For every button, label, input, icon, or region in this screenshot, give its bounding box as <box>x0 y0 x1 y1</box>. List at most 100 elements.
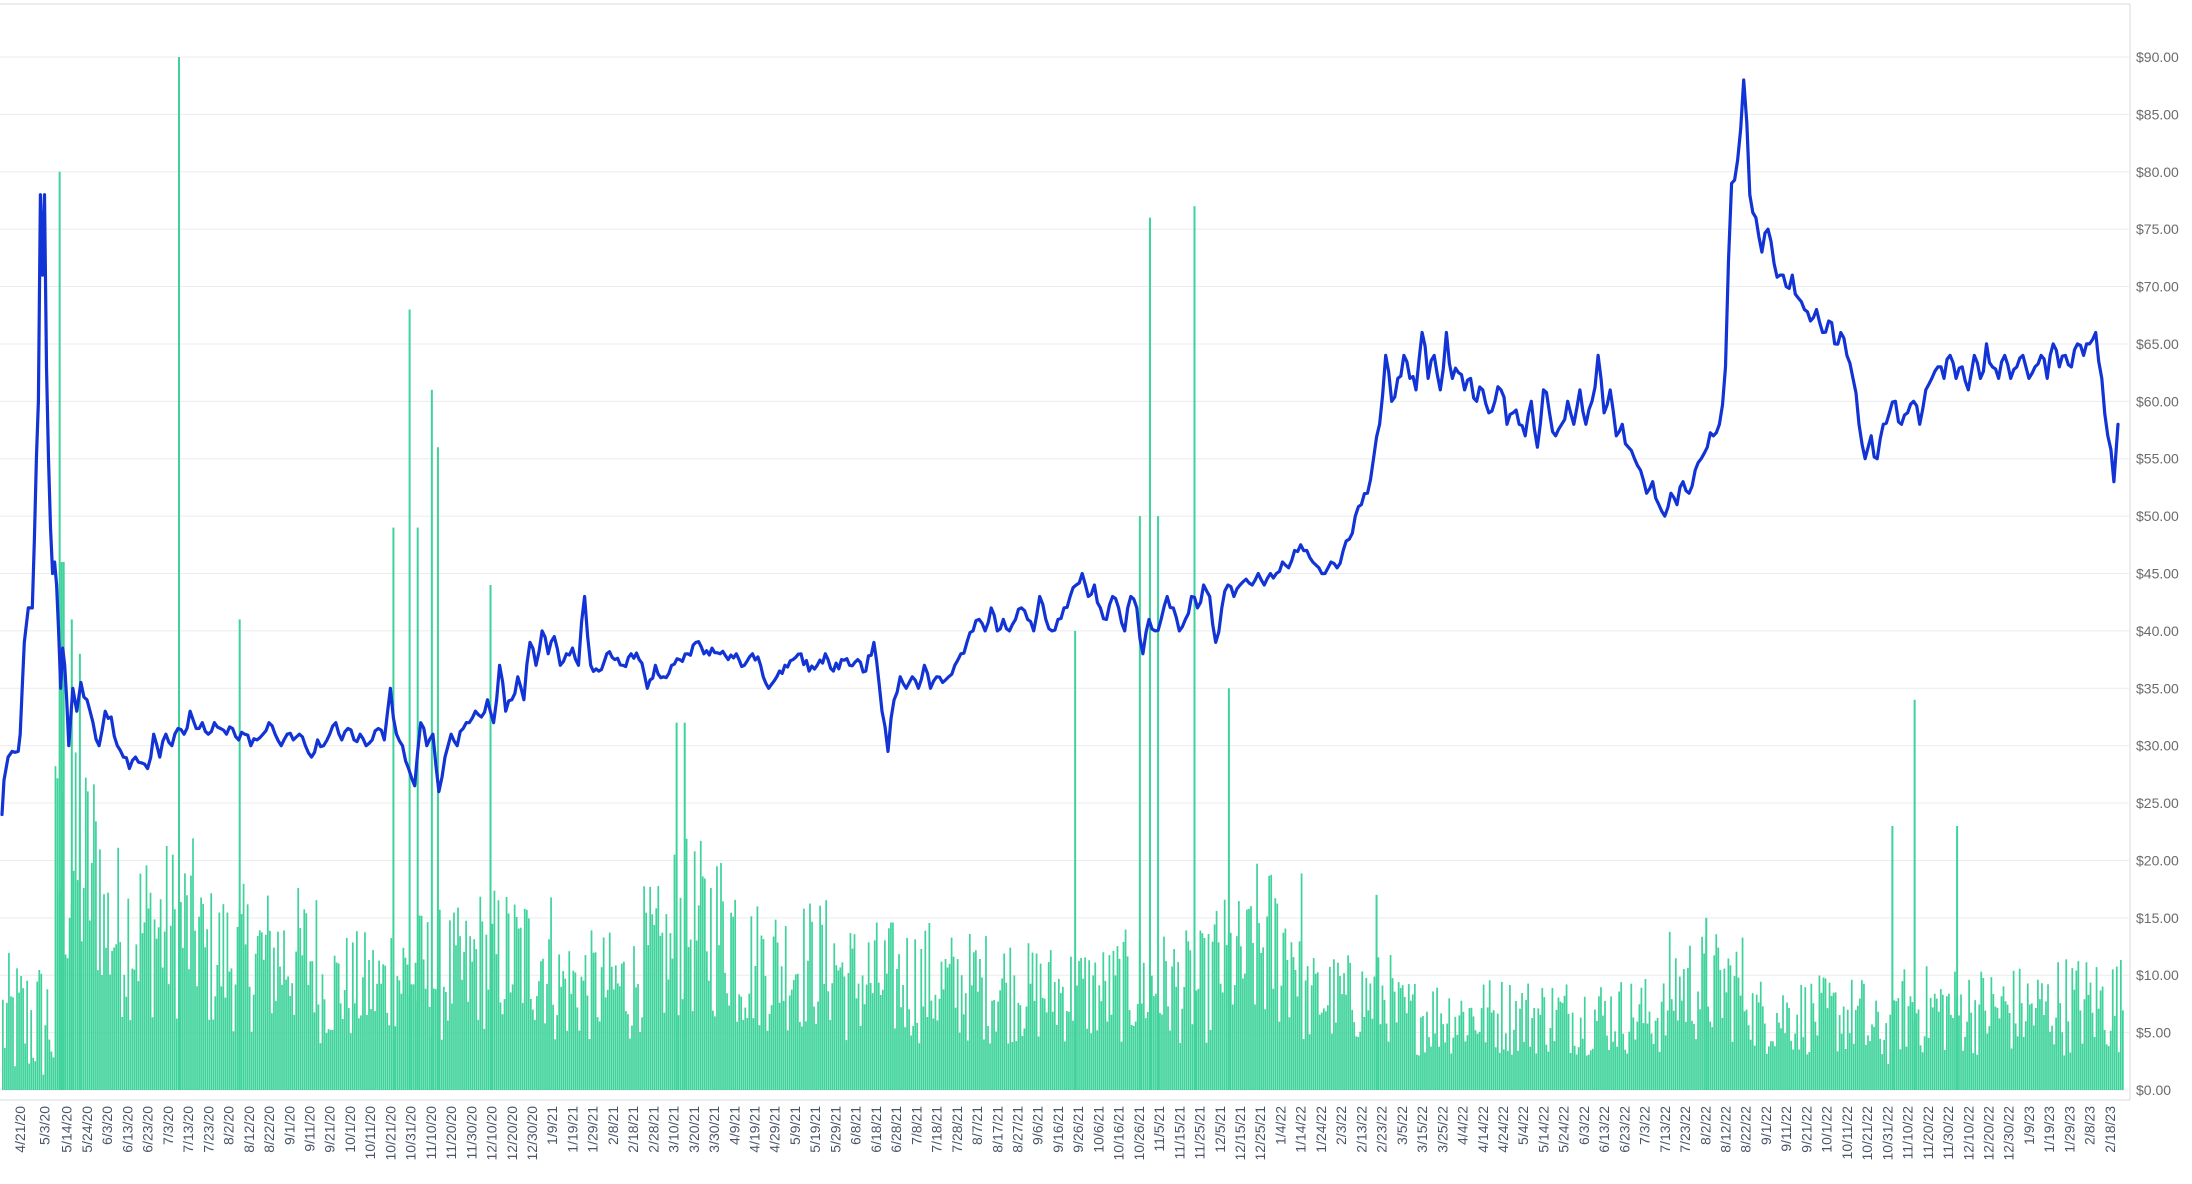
volume-bar <box>137 981 140 1090</box>
volume-bar <box>273 947 275 1090</box>
volume-bar <box>936 1020 939 1090</box>
volume-bar <box>1442 1024 1445 1090</box>
volume-bar <box>784 926 787 1090</box>
volume-bar <box>964 993 967 1090</box>
volume-bar <box>1741 937 1744 1090</box>
volume-bar <box>1288 1017 1291 1090</box>
volume-bar <box>127 898 130 1090</box>
volume-bar <box>469 936 472 1090</box>
volume-bar <box>2059 1003 2062 1090</box>
volume-bar <box>1494 1047 1497 1090</box>
volume-bar <box>995 1031 997 1090</box>
volume-bar <box>750 916 753 1090</box>
volume-bar <box>1500 981 1503 1090</box>
volume-bar <box>378 960 380 1090</box>
volume-bar <box>1284 928 1287 1090</box>
volume-bar <box>1438 1046 1440 1090</box>
volume-bar <box>1806 1054 1809 1090</box>
volume-bar <box>36 981 39 1090</box>
volume-bar <box>267 895 269 1090</box>
volume-bar <box>1159 1012 1161 1090</box>
volume-bar <box>40 973 43 1090</box>
volume-bar <box>1729 965 1732 1090</box>
volume-bar <box>558 954 561 1090</box>
volume-bar <box>1646 1023 1649 1090</box>
volume-bar <box>845 1040 848 1090</box>
volume-bar <box>364 932 366 1090</box>
volume-bar <box>1531 1018 1534 1090</box>
x-tick-label: 1/4/22 <box>1273 1106 1289 1145</box>
x-tick-label: 12/30/20 <box>524 1106 540 1161</box>
volume-bar <box>1664 1035 1667 1090</box>
x-tick-label: 7/23/22 <box>1677 1106 1693 1153</box>
x-tick-label: 12/10/22 <box>1960 1106 1976 1161</box>
volume-bar <box>222 904 225 1090</box>
volume-bar <box>1883 1039 1886 1090</box>
volume-bar <box>879 995 882 1090</box>
x-tick-label: 12/20/22 <box>1981 1106 1997 1161</box>
volume-bar <box>792 979 795 1090</box>
volume-bar <box>576 1007 579 1090</box>
volume-bar <box>1545 1044 1548 1090</box>
volume-bar <box>1980 971 1983 1090</box>
volume-bar <box>2122 1010 2124 1090</box>
volume-bar <box>283 930 285 1090</box>
volume-bar <box>2047 984 2049 1090</box>
volume-bar <box>218 912 221 1090</box>
volume-bar <box>639 1031 641 1090</box>
volume-bar <box>1658 1051 1661 1090</box>
volume-bar <box>641 1017 643 1090</box>
volume-bar <box>457 907 459 1090</box>
volume-bar <box>667 979 670 1090</box>
volume-bar <box>214 996 217 1090</box>
x-tick-label: 5/14/20 <box>59 1106 75 1153</box>
volume-bar <box>1235 936 1238 1090</box>
volume-bar <box>1294 969 1297 1090</box>
volume-bar <box>396 976 399 1090</box>
volume-bar <box>1401 985 1404 1090</box>
volume-bar <box>511 984 514 1090</box>
volume-bar <box>794 974 797 1090</box>
volume-bar <box>418 915 421 1090</box>
x-tick-label: 1/24/22 <box>1313 1106 1329 1153</box>
volume-bar <box>1486 1007 1489 1090</box>
volume-bar <box>881 989 884 1090</box>
volume-bar <box>301 955 304 1090</box>
volume-bar <box>1765 1053 1768 1090</box>
volume-bar <box>477 1019 480 1090</box>
volume-bar <box>799 1021 801 1090</box>
volume-bar <box>1759 981 1762 1090</box>
volume-bar <box>1943 1049 1946 1090</box>
volume-bar <box>1341 994 1343 1090</box>
volume-bar <box>1792 1049 1794 1090</box>
volume-bar <box>1984 1010 1987 1090</box>
volume-bar <box>1507 1050 1509 1090</box>
volume-bar <box>1349 962 1351 1090</box>
y-tick-label: $65.00 <box>2136 336 2179 352</box>
x-tick-label: 7/13/20 <box>180 1106 196 1153</box>
volume-bar <box>1604 1000 1606 1090</box>
volume-bar <box>801 1026 803 1090</box>
volume-bar <box>1110 1014 1113 1090</box>
volume-bar <box>1774 1046 1776 1090</box>
volume-bar <box>1100 1001 1103 1090</box>
volume-bar-spike <box>1891 826 1894 1090</box>
y-tick-label: $85.00 <box>2136 106 2179 122</box>
volume-bar <box>602 937 605 1090</box>
volume-bar <box>1780 1028 1782 1090</box>
volume-bar <box>1551 987 1554 1090</box>
x-tick-label: 9/11/20 <box>302 1106 318 1152</box>
volume-bar <box>2051 1025 2053 1090</box>
y-tick-label: $10.00 <box>2136 967 2179 983</box>
volume-bar <box>705 951 708 1090</box>
volume-bar <box>1165 961 1167 1090</box>
volume-bar <box>2057 962 2059 1090</box>
x-tick-label: 7/8/21 <box>908 1106 924 1145</box>
volume-bar <box>335 962 338 1090</box>
volume-bar <box>1436 987 1438 1090</box>
volume-bar <box>724 972 726 1090</box>
volume-bar <box>1460 1000 1463 1090</box>
volume-bar <box>1189 950 1192 1090</box>
volume-bar <box>163 931 166 1090</box>
volume-bar <box>1440 1013 1443 1090</box>
